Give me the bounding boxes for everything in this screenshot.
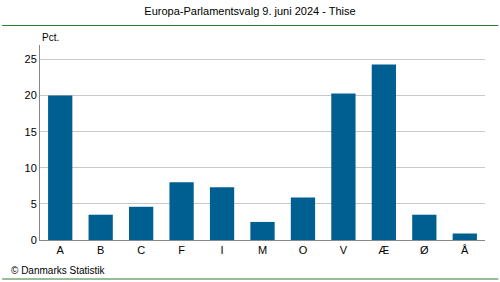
svg-text:I: I <box>221 244 224 256</box>
svg-text:F: F <box>178 244 185 256</box>
svg-text:Europa-Parlamentsvalg 9. juni: Europa-Parlamentsvalg 9. juni 2024 - Thi… <box>144 5 355 17</box>
svg-text:Æ: Æ <box>378 244 389 256</box>
svg-text:© Danmarks Statistik: © Danmarks Statistik <box>11 265 106 276</box>
svg-text:25: 25 <box>25 53 37 65</box>
svg-text:20: 20 <box>25 89 37 101</box>
svg-text:0: 0 <box>31 234 37 246</box>
svg-text:5: 5 <box>31 198 37 210</box>
svg-text:A: A <box>57 244 65 256</box>
svg-text:V: V <box>340 244 348 256</box>
svg-text:10: 10 <box>25 162 37 174</box>
svg-text:Pct.: Pct. <box>42 32 59 43</box>
svg-text:C: C <box>137 244 145 256</box>
svg-text:15: 15 <box>25 126 37 138</box>
svg-text:Ø: Ø <box>420 244 429 256</box>
svg-text:M: M <box>258 244 267 256</box>
svg-text:Å: Å <box>461 244 469 256</box>
svg-text:O: O <box>299 244 308 256</box>
svg-text:B: B <box>97 244 104 256</box>
